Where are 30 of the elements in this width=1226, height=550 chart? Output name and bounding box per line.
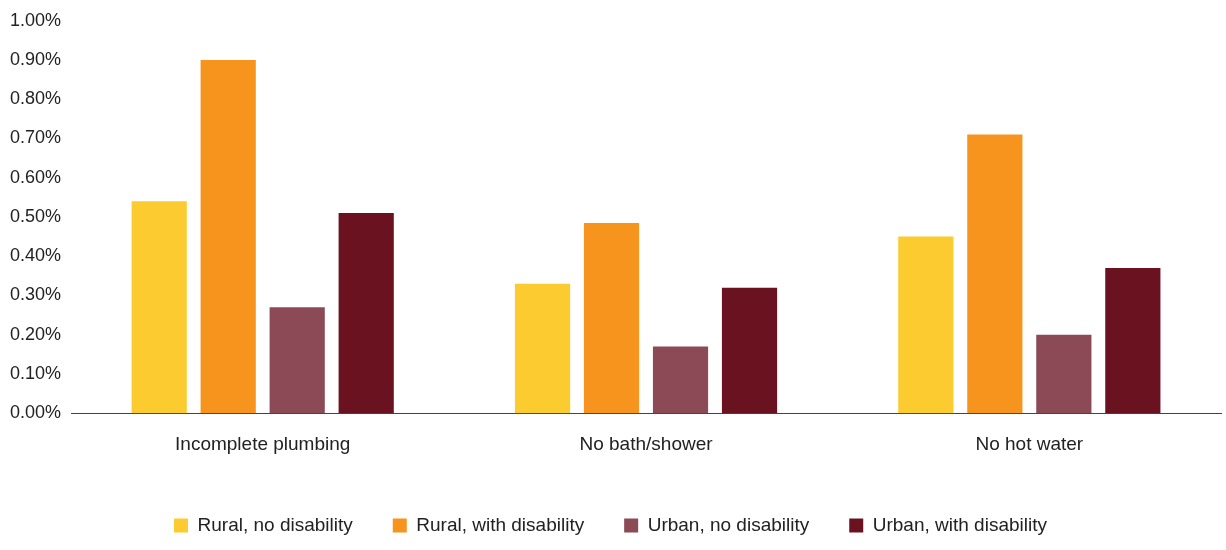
bar	[1036, 334, 1092, 414]
y-tick-label: 0.00%	[9, 402, 62, 423]
y-tick-label: 0.50%	[9, 205, 62, 226]
bar	[898, 236, 954, 414]
x-tick-label: Incomplete plumbing	[175, 432, 351, 454]
y-tick-label: 1.00%	[9, 9, 62, 30]
bar	[269, 307, 325, 414]
x-tick-label: No hot water	[975, 432, 1084, 454]
bar	[721, 287, 778, 414]
legend-label: Rural, no disability	[197, 513, 354, 535]
y-tick-label: 0.60%	[9, 166, 62, 187]
bar	[1105, 268, 1161, 414]
legend-label: Urban, with disability	[872, 513, 1048, 535]
y-tick-label: 0.10%	[9, 362, 62, 383]
bar	[967, 134, 1023, 414]
bar	[338, 213, 394, 414]
y-tick-label: 0.70%	[9, 127, 62, 148]
x-tick-label: No bath/shower	[579, 432, 714, 454]
y-tick-label: 0.80%	[9, 88, 62, 109]
y-tick-label: 0.90%	[9, 49, 62, 70]
bar	[131, 201, 187, 414]
y-tick-label: 0.30%	[9, 284, 62, 305]
bar	[514, 283, 571, 414]
legend-label: Rural, with disability	[416, 513, 585, 535]
y-tick-label: 0.20%	[9, 323, 62, 344]
y-tick-label: 0.40%	[9, 245, 62, 266]
bar	[583, 222, 640, 414]
bar	[200, 60, 256, 414]
bar	[652, 346, 709, 414]
legend-label: Urban, no disability	[647, 513, 810, 535]
